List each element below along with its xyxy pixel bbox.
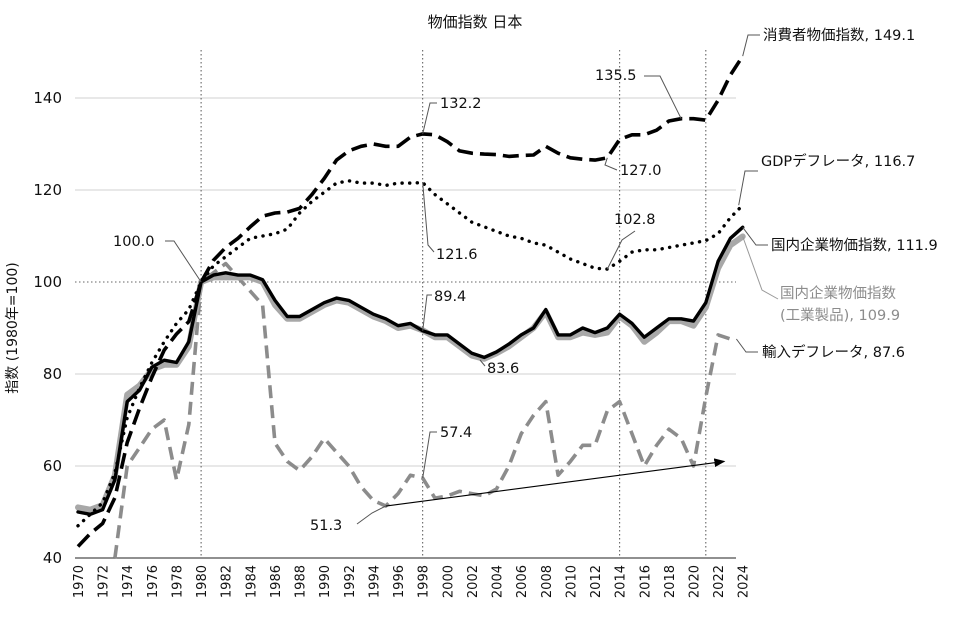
- x-tick-label-1984: 1984: [244, 565, 259, 598]
- x-tick-label-2000: 2000: [441, 565, 456, 598]
- y-tick-label-40: 40: [43, 549, 62, 567]
- end-label-leader-3: [742, 226, 768, 246]
- end-label-1: GDPデフレータ, 116.7: [761, 152, 915, 170]
- x-tick-label-2024: 2024: [737, 565, 752, 598]
- end-label-leader-1: [738, 170, 758, 206]
- x-tick-label-1972: 1972: [97, 565, 112, 598]
- end-label-2-line-1: (工業製品), 109.9: [780, 307, 900, 324]
- end-label-leader-2: [742, 236, 779, 300]
- annotation-label-8: 127.0: [620, 163, 662, 179]
- annotation-label-9: 102.8: [614, 212, 656, 228]
- x-tick-label-2018: 2018: [663, 565, 678, 598]
- x-tick-label-2004: 2004: [491, 565, 506, 598]
- x-tick-label-2008: 2008: [540, 565, 555, 598]
- y-axis-ticks: 40 60 80 100 120 140: [33, 89, 62, 567]
- annotation-label-5: 83.6: [487, 361, 519, 377]
- end-label-0: 消費者物価指数, 149.1: [763, 27, 915, 44]
- x-tick-label-2012: 2012: [589, 565, 604, 598]
- x-tick-label-2014: 2014: [614, 565, 629, 598]
- annotation-leader-1: [422, 102, 437, 135]
- x-tick-label-1992: 1992: [343, 565, 358, 598]
- x-tick-label-2022: 2022: [712, 565, 727, 598]
- x-tick-label-2010: 2010: [564, 565, 579, 598]
- annotation-leader-2: [422, 182, 435, 253]
- annotation-leader-7: [644, 75, 682, 119]
- annotation-leader-3: [422, 294, 432, 331]
- annotation-label-1: 132.2: [440, 96, 482, 112]
- y-axis-label: 指数 (1980年=100): [5, 262, 21, 393]
- end-label-3: 国内企業物価指数, 111.9: [771, 236, 938, 254]
- annotation-label-2: 121.6: [436, 247, 478, 263]
- y-tick-label-120: 120: [33, 181, 62, 199]
- y-tick-label-80: 80: [43, 365, 62, 383]
- x-tick-label-1988: 1988: [294, 565, 309, 598]
- chart-title: 物価指数 日本: [428, 13, 523, 31]
- trend-arrow: [385, 458, 726, 507]
- x-tick-label-2020: 2020: [688, 565, 703, 598]
- x-tick-label-2016: 2016: [638, 565, 653, 598]
- x-tick-label-1994: 1994: [367, 565, 382, 598]
- y-tick-label-100: 100: [33, 273, 62, 291]
- x-tick-label-1986: 1986: [269, 565, 284, 598]
- x-tick-label-1998: 1998: [417, 565, 432, 598]
- annotation-label-7: 135.5: [595, 68, 637, 84]
- x-tick-label-1970: 1970: [72, 565, 87, 598]
- annotation-leader-5: [479, 359, 486, 367]
- gridlines: [75, 97, 736, 559]
- annotation-label-6: 51.3: [310, 518, 342, 534]
- x-tick-label-1990: 1990: [318, 565, 333, 598]
- series-lines: [75, 55, 746, 559]
- x-tick-label-1976: 1976: [146, 565, 161, 598]
- x-tick-label-1974: 1974: [121, 565, 136, 598]
- annotation-label-4: 57.4: [440, 425, 472, 441]
- x-tick-label-2002: 2002: [466, 565, 481, 598]
- annotation-label-3: 89.4: [434, 289, 466, 305]
- series-line-1: [76, 179, 745, 528]
- annotation-leader-6: [356, 505, 387, 525]
- x-tick-label-2006: 2006: [515, 565, 530, 598]
- annotation-leader-8: [604, 157, 618, 171]
- annotation-leader-0: [165, 240, 202, 283]
- end-label-4: 輸入デフレータ, 87.6: [762, 343, 905, 361]
- y-tick-label-60: 60: [43, 457, 62, 475]
- end-label-leader-0: [742, 34, 760, 57]
- annotations: 100.0 132.2 121.6 89.4 57.4 83.6 51.3 135.5 127.…: [113, 68, 726, 534]
- x-axis-ticks: 1970 1972 1974 1976 1978 1980 1982 1984 1986 1988…: [72, 565, 752, 598]
- series-line-0: [76, 55, 745, 548]
- y-tick-label-140: 140: [33, 89, 62, 107]
- x-tick-label-1978: 1978: [170, 565, 185, 598]
- annotation-leader-9: [606, 230, 636, 270]
- annotation-leader-4: [422, 431, 437, 479]
- series-line-3: [76, 225, 745, 516]
- series-end-labels: 消費者物価指数, 149.1 GDPデフレータ, 116.7 国内企業物価指数, 1…: [735, 27, 938, 361]
- x-tick-label-1996: 1996: [392, 565, 407, 598]
- end-label-leader-4: [735, 338, 758, 353]
- x-tick-label-1980: 1980: [195, 565, 210, 598]
- end-label-2-line-0: 国内企業物価指数: [780, 284, 896, 302]
- annotation-label-0: 100.0: [113, 234, 155, 250]
- x-tick-label-1982: 1982: [220, 565, 235, 598]
